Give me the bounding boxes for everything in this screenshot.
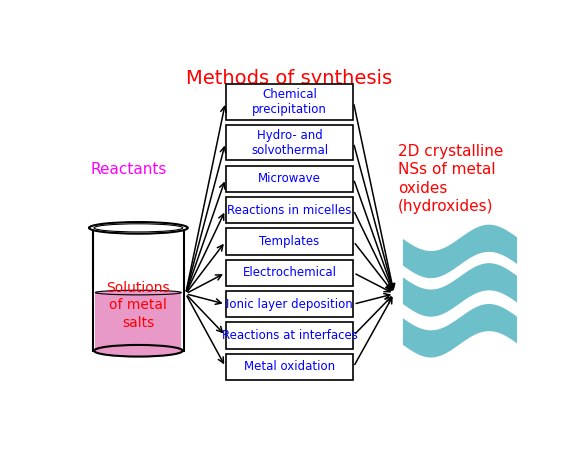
FancyBboxPatch shape: [226, 354, 353, 380]
FancyBboxPatch shape: [226, 291, 353, 317]
Text: Methods of synthesis: Methods of synthesis: [186, 69, 393, 88]
Ellipse shape: [95, 290, 182, 295]
Text: Hydro- and
solvothermal: Hydro- and solvothermal: [251, 129, 328, 157]
Polygon shape: [402, 224, 518, 279]
FancyBboxPatch shape: [95, 292, 182, 351]
Text: Electrochemical: Electrochemical: [242, 266, 336, 279]
Polygon shape: [402, 262, 518, 318]
FancyBboxPatch shape: [226, 84, 353, 120]
FancyBboxPatch shape: [226, 166, 353, 192]
Polygon shape: [402, 303, 518, 358]
Text: 2D crystalline
NSs of metal
oxides
(hydroxides): 2D crystalline NSs of metal oxides (hydr…: [398, 144, 503, 214]
FancyBboxPatch shape: [226, 228, 353, 254]
Ellipse shape: [89, 222, 188, 234]
Text: Chemical
precipitation: Chemical precipitation: [252, 88, 327, 116]
FancyBboxPatch shape: [226, 260, 353, 286]
Ellipse shape: [94, 224, 183, 232]
Text: Reactants: Reactants: [90, 162, 166, 177]
Text: Ionic layer deposition: Ionic layer deposition: [226, 298, 353, 311]
Text: Reactions at interfaces: Reactions at interfaces: [222, 329, 357, 342]
Text: Solutions
of metal
salts: Solutions of metal salts: [107, 281, 170, 330]
Text: Microwave: Microwave: [258, 172, 321, 185]
FancyBboxPatch shape: [226, 197, 353, 223]
FancyBboxPatch shape: [226, 125, 353, 160]
Text: Metal oxidation: Metal oxidation: [244, 360, 335, 374]
Text: Templates: Templates: [259, 235, 320, 248]
Ellipse shape: [94, 345, 183, 357]
Text: Reactions in micelles: Reactions in micelles: [227, 203, 351, 217]
FancyBboxPatch shape: [226, 323, 353, 349]
